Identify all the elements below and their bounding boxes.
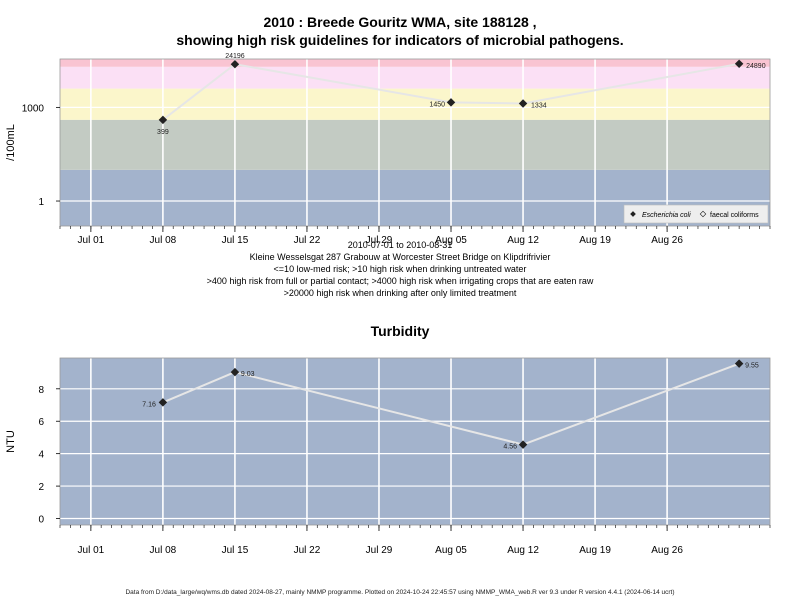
y-tick-label: 1 [38, 197, 44, 208]
y-tick-label: 6 [38, 417, 44, 428]
note-site: Kleine Wesselsgat 287 Grabouw at Worcest… [249, 252, 551, 262]
footer-note: Data from D:/data_large/wq/wms.db dated … [125, 589, 675, 596]
ecoli-point [446, 98, 456, 107]
chart-title-line2: showing high risk guidelines for indicat… [176, 32, 624, 48]
note-date-range: 2010-07-01 to 2010-08-31 [347, 240, 453, 250]
y-tick-label: 4 [38, 450, 44, 461]
x-tick-label: Aug 05 [435, 235, 467, 246]
ecoli-data-label: 24196 [225, 53, 245, 60]
x-tick-label: Jul 08 [150, 235, 177, 246]
x-tick-label: Aug 26 [651, 235, 683, 246]
x-tick-label: Aug 12 [507, 235, 539, 246]
plot-background [60, 358, 770, 525]
ecoli-point [158, 115, 168, 125]
x-tick-label: Jul 29 [366, 545, 393, 556]
plot-frame [59, 357, 771, 526]
turbidity-data-label: 9.03 [241, 371, 255, 378]
legend-coliform-marker [699, 210, 707, 218]
turbidity-title: Turbidity [370, 323, 430, 339]
chart-title-line1: 2010 : Breede Gouritz WMA, site 188128 , [263, 14, 537, 30]
x-tick-label: Jul 15 [222, 545, 249, 556]
legend-coliform-label: faecal coliforms [710, 212, 759, 219]
legend-box [623, 204, 769, 224]
ecoli-data-label: 24890 [746, 63, 766, 70]
x-tick-label: Jul 08 [150, 545, 177, 556]
y-axis-label: /100mL [5, 124, 17, 161]
x-tick-label: Aug 05 [435, 545, 467, 556]
risk-band [60, 59, 770, 67]
x-tick-label: Jul 22 [294, 235, 321, 246]
y-tick-label: 8 [38, 385, 44, 396]
x-tick-label: Aug 19 [579, 545, 611, 556]
risk-band [60, 119, 770, 170]
x-tick-label: Jul 29 [366, 235, 393, 246]
x-tick-label: Aug 19 [579, 235, 611, 246]
y-tick-label: 0 [38, 515, 44, 526]
x-tick-label: Aug 12 [507, 545, 539, 556]
note-risk-3: >20000 high risk when drinking after onl… [283, 288, 517, 298]
note-risk-2: >400 high risk from full or partial cont… [206, 276, 594, 286]
turbidity-chart: 0 2 4 6 8 NTU Jul 01 Jul 08 Jul 15 Jul 22 Jul 29 Au… [5, 357, 771, 556]
x-tick-label: Jul 15 [222, 235, 249, 246]
turbidity-data-label: 9.55 [745, 363, 759, 370]
ecoli-data-label: 399 [157, 129, 169, 136]
x-tick-label: Jul 01 [78, 235, 105, 246]
y-tick-label: 2 [38, 482, 44, 493]
legend-ecoli-label: Escherichia coli [642, 212, 691, 219]
ecoli-data-label: 1450 [429, 101, 445, 108]
y-axis-label: NTU [5, 430, 17, 453]
y-tick-label: 1000 [22, 103, 45, 114]
x-tick-label: Jul 22 [294, 545, 321, 556]
x-tick-label: Jul 01 [78, 545, 105, 556]
x-tick-label: Aug 26 [651, 545, 683, 556]
plot-frame [59, 58, 771, 227]
risk-band [60, 66, 770, 89]
turbidity-data-label: 7.16 [142, 401, 156, 408]
risk-band [60, 88, 770, 120]
note-risk-1: <=10 low-med risk; >10 high risk when dr… [273, 264, 527, 274]
turbidity-line [162, 362, 740, 446]
ecoli-data-label: 1334 [531, 102, 547, 109]
microbial-chart: 1 1000/100mL Jul 01 Jul 08 Jul 15 Jul 22 Jul 2… [5, 53, 771, 246]
turbidity-data-label: 4.56 [503, 444, 517, 451]
legend-ecoli-marker [630, 211, 636, 217]
